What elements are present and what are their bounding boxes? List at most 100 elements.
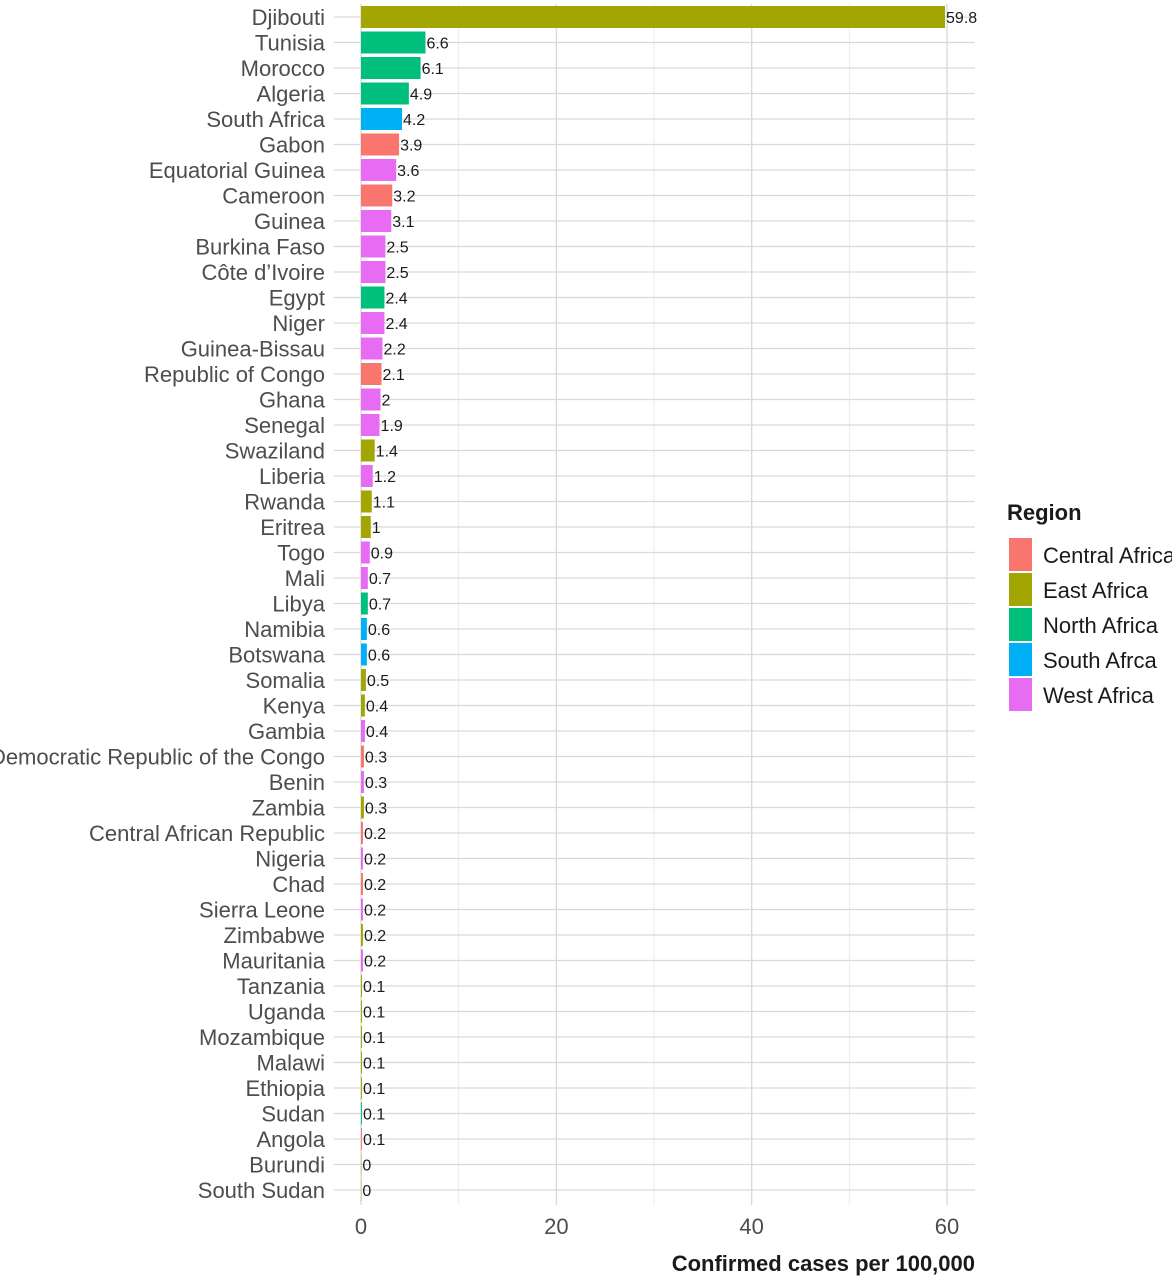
country-label: Guinea-Bissau: [181, 337, 325, 362]
value-label: 2.5: [386, 240, 408, 257]
country-label: Egypt: [269, 286, 325, 311]
value-label: 0.3: [365, 801, 387, 818]
country-label: Tanzania: [237, 974, 326, 999]
country-label: Central African Republic: [89, 821, 325, 846]
bar-malawi: [361, 1051, 362, 1074]
country-label: Liberia: [259, 464, 326, 489]
bar-ghana: [361, 388, 381, 411]
country-label: Ghana: [259, 388, 326, 413]
legend-label: West Africa: [1043, 683, 1155, 708]
country-label: Mauritania: [222, 949, 325, 974]
value-label: 0.1: [363, 1132, 385, 1149]
bar-togo: [361, 541, 370, 564]
bar-republic-of-congo: [361, 363, 382, 385]
value-label: 0.3: [365, 750, 387, 767]
value-label: 0.1: [363, 1005, 385, 1022]
bar-rwanda: [361, 490, 372, 513]
bar-c-te-d-ivoire: [361, 261, 386, 283]
bar-swaziland: [361, 439, 375, 462]
country-label: Senegal: [244, 413, 325, 438]
bar-morocco: [361, 57, 421, 79]
value-label: 0.5: [367, 673, 389, 690]
country-label: Sudan: [261, 1102, 325, 1127]
x-tick-label: 60: [935, 1214, 959, 1239]
legend-key: [1009, 678, 1032, 711]
value-label: 0.3: [365, 775, 387, 792]
value-label: 1: [372, 520, 381, 537]
legend-key: [1009, 643, 1032, 676]
bar-eritrea: [361, 516, 371, 538]
country-label: Democratic Republic of the Congo: [0, 745, 325, 770]
bar-nigeria: [361, 847, 363, 870]
value-label: 4.9: [410, 87, 432, 104]
bar-gabon: [361, 133, 400, 156]
country-label: Namibia: [244, 617, 325, 642]
country-label: Libya: [272, 592, 325, 617]
value-label: 0.7: [369, 571, 391, 588]
country-label: Djibouti: [252, 5, 325, 30]
country-label: Rwanda: [244, 490, 325, 515]
value-label: 0.2: [364, 928, 386, 945]
bar-equatorial-guinea: [361, 159, 397, 181]
bar-senegal: [361, 414, 380, 436]
bar-cameroon: [361, 184, 393, 207]
country-label: Zambia: [252, 796, 326, 821]
value-label: 0.2: [364, 954, 386, 971]
value-labels: 59.8 6.6 6.1 4.9 4.2 3.9 3.6 3.2 3.1 2.5 2.5 2.4 2.4…: [362, 10, 977, 1200]
value-label: 2.4: [385, 316, 407, 333]
bar-burkina-faso: [361, 235, 386, 258]
country-label: Côte d’Ivoire: [201, 260, 325, 285]
bar-egypt: [361, 286, 385, 309]
legend-label: North Africa: [1043, 613, 1159, 638]
x-tick-label: 40: [739, 1214, 763, 1239]
value-label: 0.9: [371, 546, 393, 563]
country-label: Equatorial Guinea: [149, 158, 326, 183]
value-label: 0.1: [363, 1030, 385, 1047]
country-label: Zimbabwe: [224, 923, 325, 948]
country-label: Somalia: [246, 668, 326, 693]
value-label: 0.1: [363, 1107, 385, 1124]
bar-guinea: [361, 210, 392, 232]
value-label: 2.5: [386, 265, 408, 282]
country-label: Angola: [256, 1127, 325, 1152]
value-label: 3.6: [397, 163, 419, 180]
bar-democratic-republic-of-the-congo: [361, 745, 364, 768]
bar-chad: [361, 873, 363, 895]
bar-tanzania: [361, 975, 362, 997]
country-label: Mali: [285, 566, 325, 591]
bar-mauritania: [361, 949, 363, 972]
bar-mozambique: [361, 1026, 362, 1048]
value-label: 0: [362, 1183, 371, 1200]
value-label: 0.4: [366, 699, 388, 716]
value-label: 0.7: [369, 597, 391, 614]
legend-title: Region: [1007, 500, 1082, 525]
legend: Region Central Africa East Africa North Af…: [1007, 500, 1172, 711]
bar-sierra-leone: [361, 898, 363, 921]
value-label: 1.9: [381, 418, 403, 435]
bar-tunisia: [361, 31, 426, 54]
bar-liberia: [361, 465, 373, 487]
bar-djibouti: [361, 6, 946, 28]
value-label: 2.4: [385, 291, 407, 308]
country-label: Niger: [272, 311, 325, 336]
bar-uganda: [361, 1000, 362, 1023]
x-axis-ticks: 0 20 40 60: [355, 1214, 959, 1239]
country-label: Gabon: [259, 133, 325, 158]
country-label: Benin: [269, 770, 325, 795]
bar-niger: [361, 312, 385, 334]
value-label: 0.6: [368, 648, 390, 665]
value-label: 0.6: [368, 622, 390, 639]
value-label: 59.8: [946, 10, 977, 27]
bar-algeria: [361, 82, 409, 105]
gridlines: [334, 4, 975, 1205]
bar-somalia: [361, 669, 366, 691]
value-label: 6.1: [422, 61, 444, 78]
bar-namibia: [361, 618, 367, 640]
value-label: 0.2: [364, 903, 386, 920]
bars: [361, 6, 946, 1201]
legend-key: [1009, 608, 1032, 641]
value-label: 2: [382, 393, 391, 410]
country-label: Tunisia: [255, 31, 326, 56]
bar-zimbabwe: [361, 924, 363, 946]
legend-key: [1009, 538, 1032, 571]
